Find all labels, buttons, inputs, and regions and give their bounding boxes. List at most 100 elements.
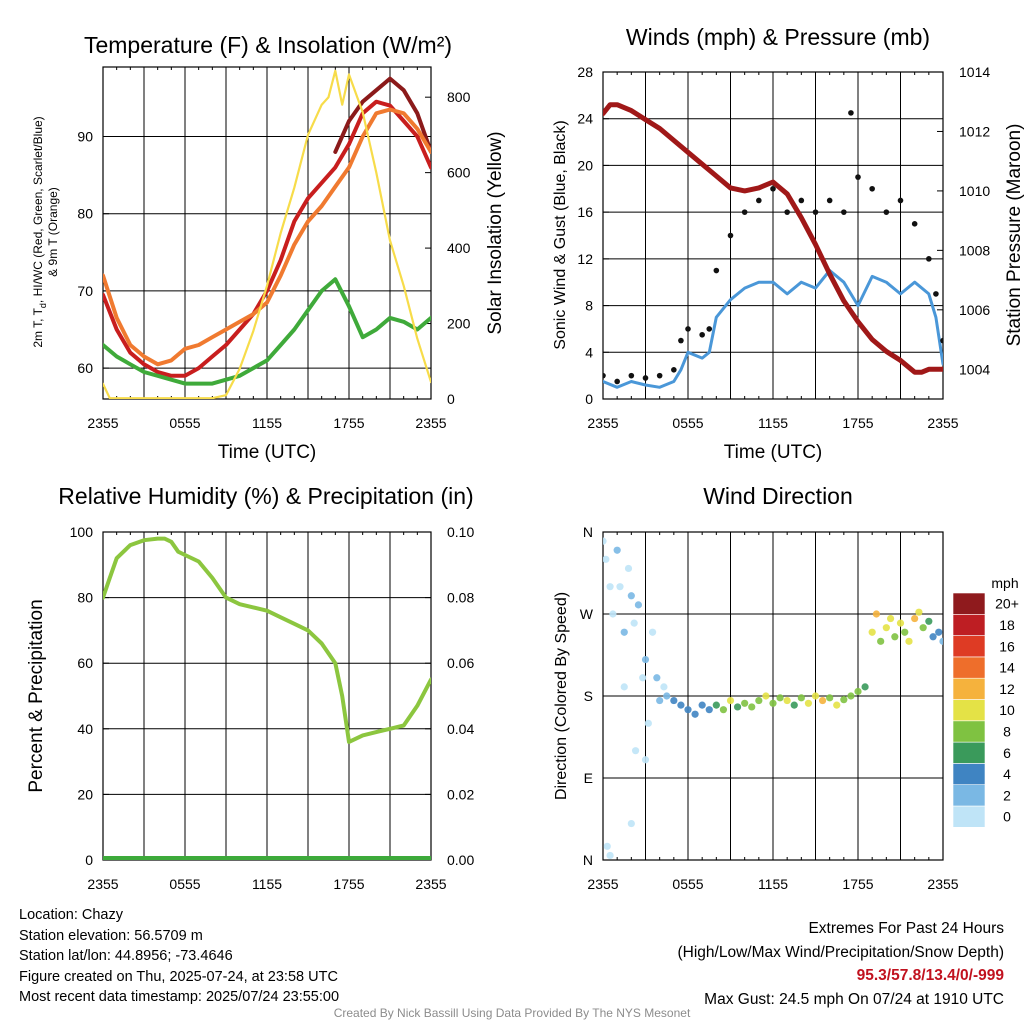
colorbar-swatch	[952, 656, 986, 679]
gust-point	[642, 375, 649, 381]
direction-point	[919, 624, 927, 632]
chart-panel-2: 2355 0555 1155 1755 2355 0 20 40 60 80 100 0.00 0.02…	[26, 483, 474, 892]
colorbar-swatch	[952, 635, 986, 658]
direction-point	[911, 614, 919, 623]
y-tick-label: 80	[77, 206, 93, 222]
direction-point	[603, 842, 611, 850]
latlon-text: Station lat/lon: 44.8956; -73.4646	[19, 948, 233, 964]
colorbar-swatch	[952, 613, 986, 636]
gust-point	[848, 110, 854, 116]
y-tick-label: 4	[585, 344, 593, 360]
direction-point	[627, 592, 635, 600]
colorbar-swatch	[952, 677, 986, 700]
y-tick-label: 8	[585, 298, 593, 314]
y2-tick-label: 800	[447, 89, 471, 105]
y2-tick-label: 0	[447, 391, 455, 407]
y2-tick-label: 200	[447, 316, 471, 332]
series-group	[103, 536, 431, 860]
y-tick-label: 24	[577, 111, 593, 127]
gust-point	[628, 372, 635, 379]
direction-point	[896, 619, 905, 627]
x-tick-label: 1755	[333, 876, 364, 892]
x-tick-label: 1155	[252, 415, 282, 431]
direction-point	[882, 624, 890, 632]
gust-point	[685, 326, 691, 332]
colorbar-title: mph	[991, 575, 1018, 591]
extremes-values: 95.3/57.8/13.4/0/-999	[856, 967, 1004, 984]
direction-point	[833, 701, 841, 709]
direction-point	[616, 583, 624, 591]
x-tick-label: 2355	[927, 876, 958, 892]
gust-point	[911, 221, 918, 227]
direction-point	[762, 692, 770, 700]
gust-point	[614, 378, 620, 385]
y-tick-label: 40	[77, 721, 93, 737]
y-tick-label: E	[584, 770, 593, 786]
direction-point	[826, 694, 834, 702]
gust-point	[855, 174, 861, 180]
colorbar-swatch	[952, 784, 986, 807]
direction-point	[755, 696, 763, 705]
credit-text: Created By Nick Bassill Using Data Provi…	[333, 1006, 691, 1020]
direction-point	[639, 674, 647, 682]
y2-tick-label: 1006	[959, 302, 990, 318]
direction-point	[939, 637, 943, 645]
direction-point	[861, 683, 869, 691]
direction-point	[677, 701, 685, 709]
chart-title: Temperature (F) & Insolation (W/m²)	[84, 32, 452, 58]
gust-point	[926, 256, 932, 262]
y2-tick-label: 600	[447, 165, 471, 181]
y-tick-label: S	[584, 688, 593, 704]
y-tick-label: 12	[577, 251, 593, 267]
colorbar-label: 2	[1003, 787, 1011, 803]
direction-point	[656, 696, 664, 705]
colorbar-swatch	[952, 699, 986, 722]
direction-point	[698, 701, 706, 709]
series-line	[103, 536, 431, 744]
extremes-subtitle: (High/Low/Max Wind/Precipitation/Snow De…	[677, 943, 1005, 961]
y-tick-label: 20	[577, 157, 593, 173]
gust-point	[699, 331, 705, 338]
y-tick-label: 0	[585, 391, 593, 407]
chart-title: Winds (mph) & Pressure (mb)	[626, 24, 930, 50]
direction-point	[631, 747, 640, 755]
colorbar-label: 20+	[995, 596, 1019, 612]
direction-point	[609, 610, 617, 618]
y-tick-label: 80	[77, 590, 93, 606]
x-tick-label: 1155	[252, 876, 282, 892]
gust-point	[841, 209, 847, 215]
colorbar: mph 0 2 4 6 8 10 12 14 16 18 20+	[952, 575, 1019, 828]
direction-point	[872, 610, 881, 618]
y-axis-label: Sonic Wind & Gust (Blue, Black)	[552, 120, 569, 349]
x-tick-label: 1755	[333, 415, 364, 431]
colorbar-label: 10	[999, 702, 1015, 718]
x-tick-label: 0555	[672, 876, 703, 892]
direction-point	[790, 701, 798, 709]
direction-point	[606, 851, 614, 860]
direction-point	[620, 628, 628, 636]
y-tick-label: W	[580, 606, 594, 622]
y-tick-label: 0	[85, 852, 93, 868]
direction-point	[660, 683, 668, 691]
gust-point	[812, 209, 819, 215]
x-tick-label: 0555	[169, 415, 200, 431]
y-tick-label: 28	[577, 64, 593, 80]
y2-tick-label: 0.10	[447, 524, 474, 540]
x-tick-label: 0555	[169, 876, 200, 892]
x-tick-label: 2355	[87, 876, 118, 892]
direction-point	[705, 706, 713, 714]
colorbar-label: 4	[1003, 766, 1011, 782]
colorbar-label: 6	[1003, 745, 1011, 761]
direction-point	[769, 699, 777, 707]
direction-point	[684, 706, 692, 714]
direction-point	[691, 710, 699, 718]
x-tick-label: 2355	[87, 415, 118, 431]
y-tick-label: 60	[77, 360, 93, 376]
gust-point	[940, 337, 943, 344]
y2-tick-label: 1010	[959, 183, 990, 199]
recent-text: Most recent data timestamp: 2025/07/24 2…	[19, 989, 340, 1005]
y-tick-label: 16	[577, 204, 593, 220]
direction-point	[783, 696, 791, 705]
direction-point	[663, 692, 671, 700]
y-axis-label: 2m T, Td, HI/WC (Red, Green, Scarlet/Blu…	[31, 116, 48, 347]
